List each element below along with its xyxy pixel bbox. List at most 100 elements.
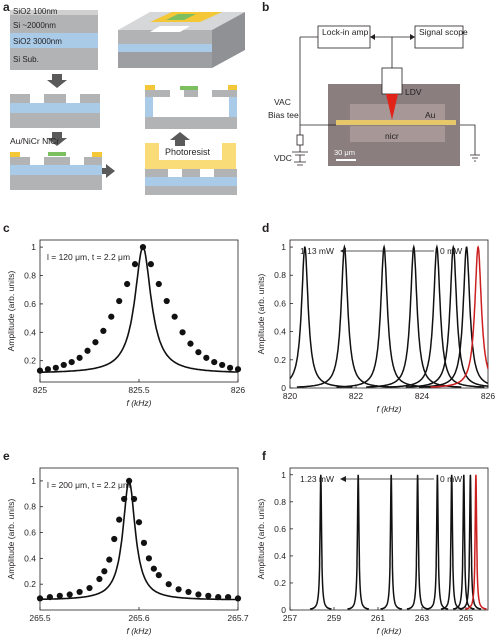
- x-tick-label-f: 259: [327, 613, 341, 623]
- y-axis-label-e: Amplitude (arb. units): [6, 498, 16, 579]
- resonance-line-d: [419, 246, 489, 388]
- power-arrow-head-d: [340, 248, 346, 254]
- data-point-e: [56, 592, 63, 599]
- bias-tee-label: Bias tee: [268, 110, 299, 120]
- x-tick-label-f: 257: [283, 613, 297, 623]
- annotation-e: l = 200 μm, t = 2.2 μm: [47, 480, 130, 490]
- data-point-e: [111, 535, 118, 543]
- x-tick-label-e: 265.7: [227, 613, 249, 623]
- data-point-e: [205, 592, 212, 599]
- ldv-label: LDV: [405, 87, 422, 97]
- data-point-e: [234, 595, 242, 602]
- y-tick-label-f: 0.6: [274, 524, 286, 534]
- y-axis-label-c: Amplitude (arb. units): [6, 270, 16, 351]
- y-tick-label-e: 0.4: [24, 553, 36, 563]
- x-axis-label-c: f (kHz): [126, 398, 151, 408]
- panel-letter-e: e: [3, 449, 10, 463]
- annotation-c: l = 120 μm, t = 2.2 μm: [47, 252, 130, 262]
- data-point-e: [165, 581, 172, 588]
- resonance-line-f: [380, 474, 403, 610]
- panel-letter-a: a: [3, 0, 10, 14]
- x-tick-label-c: 825.5: [128, 385, 150, 395]
- data-point-c: [195, 349, 202, 356]
- label-photoresist: Photoresist: [165, 147, 211, 157]
- data-point-e: [96, 575, 103, 583]
- lockin-label: Lock-in amp: [322, 27, 369, 37]
- vac-label: VAC: [274, 97, 291, 107]
- x-tick-label-f: 261: [371, 613, 385, 623]
- layer-label-si: Si ~2000nm: [13, 21, 56, 30]
- arrow-down-1: [47, 74, 67, 88]
- y-tick-label-d: 0.6: [274, 298, 286, 308]
- charts-container: c 825 825.5 826 0.2 0.4 0.6 0.8 1 f (kHz) Amplitud…: [3, 221, 495, 636]
- data-point-e: [121, 495, 128, 503]
- data-point-e: [185, 588, 192, 596]
- data-point-c: [108, 313, 115, 320]
- step-2: [10, 94, 100, 128]
- resonance-line-f: [459, 474, 482, 610]
- layer-label-sio2-box: SiO2 3000nm: [13, 37, 62, 46]
- data-point-c: [44, 366, 52, 373]
- data-point-e: [140, 539, 148, 546]
- y-tick-label-f: 1: [281, 470, 286, 480]
- x-tick-label-d: 824: [415, 391, 429, 401]
- x-tick-label-e: 265.5: [29, 613, 51, 623]
- data-point-c: [163, 297, 170, 305]
- step-5: Photoresist: [145, 143, 237, 195]
- step-3: [145, 85, 237, 129]
- y-tick-label-c: 0.4: [24, 327, 36, 337]
- y-tick-label-f: 0: [281, 605, 286, 615]
- x-tick-label-c: 825: [33, 385, 47, 395]
- nicr-label: nicr: [385, 131, 399, 141]
- resonance-line-f: [406, 474, 429, 610]
- data-point-c: [100, 327, 107, 334]
- plot-frame-f: [289, 467, 489, 611]
- power-arrow-head-f: [340, 476, 346, 482]
- data-point-e: [46, 593, 54, 601]
- data-point-c: [68, 359, 75, 366]
- y-tick-label-f: 0.8: [274, 497, 286, 507]
- chart-f: f 257 259 261 263 265 0 0.2 0.4 0.6 0.8 1 f (kHz) Amp…: [256, 449, 489, 636]
- panel-letter-c: c: [3, 221, 10, 235]
- au-label: Au: [425, 110, 436, 120]
- y-tick-label-d: 0.8: [274, 270, 286, 280]
- layer-label-sio2-top: SiO2 100nm: [13, 7, 58, 16]
- y-tick-label-c: 0.8: [24, 271, 36, 281]
- data-point-e: [36, 595, 44, 602]
- fit-line-c: [39, 245, 239, 374]
- y-tick-label-c: 0.6: [24, 299, 36, 309]
- resonance-line-f: [452, 474, 475, 610]
- x-axis-label-e: f (kHz): [126, 626, 151, 636]
- y-tick-label-f: 0.2: [274, 578, 286, 588]
- step-4: Au/NiCr NiCr: [10, 136, 102, 190]
- data-point-c: [147, 261, 154, 268]
- y-tick-label-c: 1: [31, 242, 36, 252]
- panel-letter-f: f: [262, 449, 267, 463]
- data-point-c: [211, 359, 218, 366]
- y-tick-label-d: 0.2: [274, 355, 286, 365]
- data-point-c: [155, 280, 162, 288]
- data-point-e: [126, 477, 133, 485]
- x-tick-label-e: 265.6: [128, 613, 150, 623]
- data-point-c: [203, 354, 210, 361]
- arrow-right: [98, 164, 115, 178]
- data-point-e: [225, 593, 232, 601]
- fit-line-e: [40, 479, 238, 601]
- resonance-line-d: [389, 244, 485, 388]
- x-axis-label-d: f (kHz): [376, 404, 401, 414]
- data-point-c: [187, 340, 194, 347]
- y-tick-label-d: 0: [281, 383, 286, 393]
- data-point-c: [139, 244, 147, 251]
- data-point-e: [130, 495, 138, 503]
- data-point-c: [179, 329, 186, 336]
- data-point-e: [106, 556, 113, 563]
- scope-label: Signal scope: [419, 27, 468, 37]
- data-point-e: [195, 591, 202, 598]
- data-point-e: [86, 584, 93, 592]
- x-tick-label-d: 822: [349, 391, 363, 401]
- chart-c: c 825 825.5 826 0.2 0.4 0.6 0.8 1 f (kHz) Amplitud…: [3, 221, 245, 408]
- plot-frame-d: [289, 239, 489, 389]
- data-point-e: [150, 565, 157, 572]
- data-point-e: [76, 588, 83, 596]
